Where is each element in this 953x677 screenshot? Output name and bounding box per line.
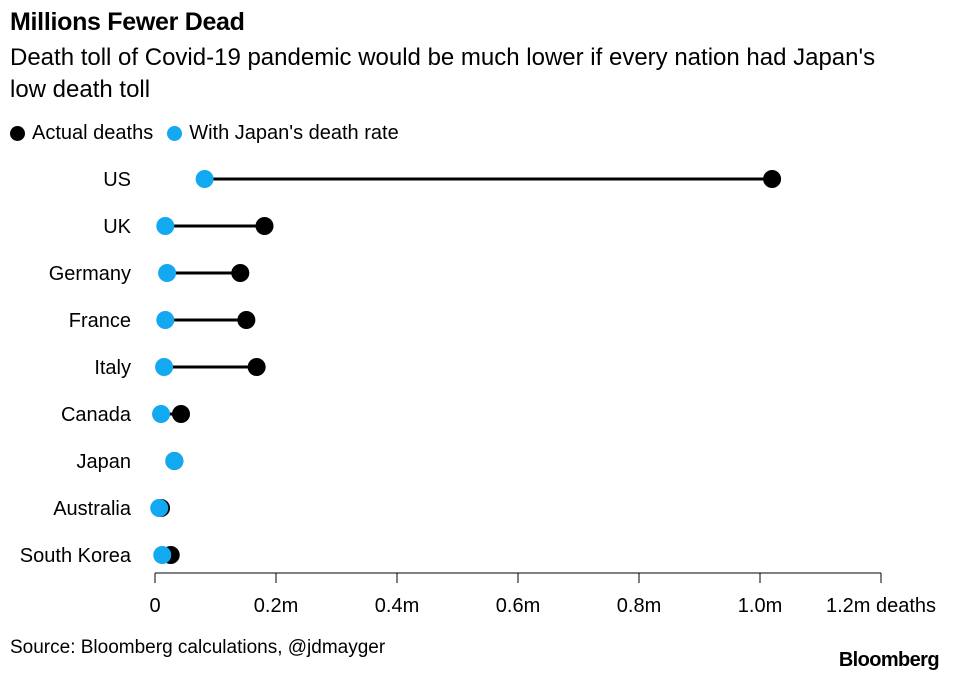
legend-label-actual: Actual deaths [32,122,154,144]
actual-deaths-point [255,217,274,235]
source-note: Source: Bloomberg calculations, @jdmayge… [10,637,386,658]
actual-deaths-point [231,264,250,282]
category-label: France [69,310,131,332]
legend-item-japan-rate: With Japan's death rate [167,122,399,145]
x-tick-label: 1.2m deaths [826,595,936,617]
legend-label-japan-rate: With Japan's death rate [189,122,399,144]
japan-rate-point [152,405,171,423]
category-label: South Korea [20,545,132,567]
x-tick-label: 1.0m [738,595,782,617]
x-tick-label: 0.4m [375,595,419,617]
chart-title: Millions Fewer Dead [10,8,245,36]
category-label: Canada [61,404,132,426]
japan-rate-point [150,499,169,517]
japan-rate-point [165,452,184,470]
legend-dot-japan-rate [167,126,183,141]
chart-subtitle: Death toll of Covid-19 pandemic would be… [10,44,876,103]
x-tick-label: 0 [149,595,160,617]
japan-rate-point [156,311,175,329]
category-label: Australia [53,498,132,520]
japan-rate-point [156,217,175,235]
legend: Actual deaths With Japan's death rate [10,122,413,145]
japan-rate-point [153,546,172,564]
actual-deaths-point [247,358,266,376]
legend-dot-actual [10,126,25,141]
legend-item-actual: Actual deaths [10,122,153,145]
bloomberg-logo: Bloomberg [838,649,940,671]
x-tick-label: 0.8m [617,595,661,617]
category-label: UK [103,216,131,238]
x-tick-label: 0.6m [496,595,540,617]
actual-deaths-point [172,405,191,423]
japan-rate-point [158,264,177,282]
japan-rate-point [195,170,214,188]
japan-rate-point [155,358,174,376]
category-label: Japan [77,451,132,473]
actual-deaths-point [763,170,782,188]
category-label: US [103,169,131,191]
x-tick-label: 0.2m [254,595,298,617]
actual-deaths-point [237,311,256,329]
category-label: Italy [94,357,131,379]
category-label: Germany [49,263,131,285]
